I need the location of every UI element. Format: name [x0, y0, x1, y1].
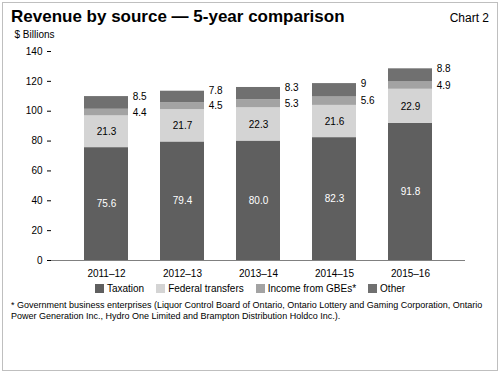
html-text:* Government business enterpri: * Government business enterprises (Liquo… [11, 300, 483, 322]
svg-text:2015–16: 2015–16 [391, 268, 430, 279]
svg-text:140: 140 [26, 46, 43, 57]
svg-text:60: 60 [31, 165, 43, 176]
svg-text:8.5: 8.5 [133, 91, 147, 102]
svg-text:4.9: 4.9 [437, 80, 451, 91]
svg-text:5.3: 5.3 [285, 98, 299, 109]
svg-text:120: 120 [26, 76, 43, 87]
svg-text:8.8: 8.8 [437, 63, 451, 74]
svg-text:9: 9 [361, 78, 367, 89]
html-text:Chart 2: Chart 2 [449, 11, 489, 25]
html-text:Revenue by source — 5-year com: Revenue by source — 5-year comparison [11, 7, 345, 26]
svg-text:100: 100 [26, 105, 43, 116]
svg-text:22.3: 22.3 [249, 119, 269, 130]
svg-text:4.5: 4.5 [209, 100, 223, 111]
svg-text:22.9: 22.9 [401, 101, 421, 112]
svg-text:75.6: 75.6 [97, 198, 117, 209]
svg-text:79.4: 79.4 [173, 195, 193, 206]
html-text:Federal transfers: Federal transfers [168, 283, 244, 294]
svg-text:5.6: 5.6 [361, 95, 375, 106]
html-text:Other: Other [380, 283, 406, 294]
svg-text:91.8: 91.8 [401, 186, 421, 197]
svg-text:21.7: 21.7 [173, 120, 193, 131]
html-text:Income from GBEs*: Income from GBEs* [267, 283, 357, 294]
svg-text:0: 0 [37, 255, 43, 266]
svg-text:21.3: 21.3 [97, 126, 117, 137]
svg-text:2013–14: 2013–14 [239, 268, 278, 279]
svg-text:21.6: 21.6 [325, 116, 345, 127]
svg-text:40: 40 [31, 195, 43, 206]
svg-text:8.3: 8.3 [285, 82, 299, 93]
svg-text:80: 80 [31, 135, 43, 146]
svg-text:80.0: 80.0 [249, 195, 269, 206]
svg-text:2011–12: 2011–12 [87, 268, 126, 279]
svg-text:2014–15: 2014–15 [315, 268, 354, 279]
svg-text:82.3: 82.3 [325, 193, 345, 204]
svg-text:20: 20 [31, 225, 43, 236]
svg-text:2012–13: 2012–13 [163, 268, 202, 279]
svg-text:4.4: 4.4 [133, 107, 147, 118]
svg-text:7.8: 7.8 [209, 85, 223, 96]
html-text:Taxation: Taxation [106, 283, 145, 294]
svg-text:$ Billions: $ Billions [15, 29, 55, 40]
